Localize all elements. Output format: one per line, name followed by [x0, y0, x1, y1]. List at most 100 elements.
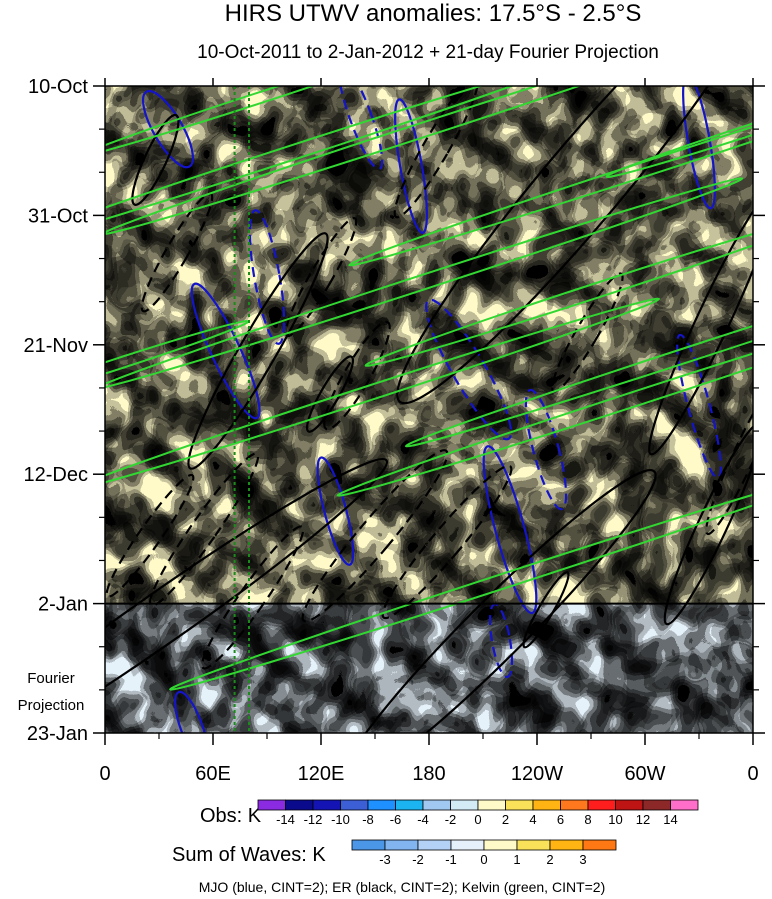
- y-axis-labels: 10-Oct 31-Oct 21-Nov 12-Dec 2-Jan 23-Jan: [24, 76, 89, 745]
- mjo-contour: [337, 86, 384, 171]
- er-contour: [648, 184, 753, 456]
- colorbar-swatch: [257, 799, 286, 811]
- colorbar-swatch: [384, 839, 419, 851]
- wave-contours: [105, 86, 753, 733]
- projection-label-line1: Fourier: [27, 670, 75, 687]
- x-tick-label: 0: [747, 763, 758, 785]
- kelvin-contour: [348, 86, 753, 267]
- er-contour: [381, 464, 513, 620]
- mjo-contour: [394, 98, 428, 234]
- colorbar-level: 10: [608, 812, 622, 827]
- mjo-contour: [482, 445, 538, 615]
- colorbar-swatch: [477, 799, 506, 811]
- er-contour: [200, 525, 305, 670]
- colorbar-swatch: [505, 799, 534, 811]
- colorbar-level: -2: [445, 812, 457, 827]
- colorbar-swatch: [450, 799, 479, 811]
- colorbar-level: -12: [304, 812, 323, 827]
- series-mjo: [141, 86, 722, 733]
- kelvin-contour: [336, 303, 753, 497]
- kelvin-contour: [105, 86, 749, 236]
- colorbar-level: 4: [529, 812, 536, 827]
- mjo-contour: [425, 298, 513, 441]
- colorbar-swatch: [367, 799, 396, 811]
- colorbar-level: 6: [557, 812, 564, 827]
- er-contour: [522, 571, 570, 649]
- colorbar-level: -1: [445, 852, 457, 867]
- er-contour: [284, 216, 358, 338]
- er-contour: [105, 457, 389, 733]
- projection-label-line2: Projection: [18, 697, 85, 714]
- colorbar-swatch: [312, 799, 341, 811]
- colorbar-level: 12: [636, 812, 650, 827]
- y-tick-label: 31-Oct: [28, 205, 88, 227]
- y-tick-label: 10-Oct: [28, 76, 88, 98]
- kelvin-contour: [364, 211, 753, 367]
- chart-subtitle: 10-Oct-2011 to 2-Jan-2012 + 21-day Fouri…: [197, 42, 659, 63]
- er-contour: [305, 355, 355, 433]
- colorbar-swatch: [422, 799, 451, 811]
- colorbar-level: -2: [412, 852, 424, 867]
- x-axis-labels: 0 60E 120E 180 120W 60W 0: [99, 763, 758, 785]
- y-tick-label: 23-Jan: [27, 723, 88, 745]
- colorbar-level: 14: [663, 812, 677, 827]
- mjo-contour: [676, 333, 722, 479]
- cool-noise-fill: [105, 86, 753, 604]
- kelvin-contour: [605, 86, 753, 179]
- colorbar-swatch: [516, 839, 551, 851]
- mjo-contour: [248, 209, 286, 345]
- er-contour: [393, 86, 479, 219]
- kelvin-contour: [169, 467, 753, 691]
- colorbar-level: 2: [546, 852, 553, 867]
- y-tick-label: 2-Jan: [38, 594, 88, 616]
- colorbar-swatch: [417, 839, 452, 851]
- mjo-contour: [174, 690, 209, 733]
- colorbar-level: -3: [379, 852, 391, 867]
- axis-ticks: [93, 78, 765, 745]
- colorbar-level: -8: [362, 812, 374, 827]
- y-tick-label: 12-Dec: [24, 464, 88, 486]
- colorbar-level: 2: [502, 812, 509, 827]
- colorbar-level: -6: [390, 812, 402, 827]
- chart-title: HIRS UTWV anomalies: 17.5°S - 2.5°S: [225, 0, 642, 27]
- colorbar-swatch: [340, 799, 369, 811]
- obs-colorbar: -14 -12 -10 -8 -6 -4 -2 0 2 4 6 8 10 12 14: [257, 799, 699, 827]
- colorbar-swatch: [587, 799, 616, 811]
- kelvin-contour: [105, 297, 661, 491]
- y-tick-label: 21-Nov: [24, 335, 88, 357]
- colorbar-level: 1: [513, 852, 520, 867]
- x-tick-label: 60E: [195, 763, 231, 785]
- anomaly-field: [105, 86, 753, 733]
- x-tick-label: 60W: [624, 763, 665, 785]
- colorbar-swatch: [351, 839, 386, 851]
- colorbar-swatch: [285, 799, 314, 811]
- colorbar-swatch: [395, 799, 424, 811]
- colorbar-swatch: [642, 799, 671, 811]
- colorbar-swatch: [532, 799, 561, 811]
- kelvin-contour: [105, 86, 571, 247]
- er-contour: [338, 468, 657, 733]
- er-contour: [663, 421, 753, 626]
- kelvin-contour: [105, 177, 744, 390]
- legend-note: MJO (blue, CINT=2); ER (black, CINT=2); …: [199, 879, 606, 895]
- colorbar-swatch: [670, 799, 699, 811]
- x-tick-label: 120E: [298, 763, 345, 785]
- waves-colorbar: -3 -2 -1 0 1 2 3: [351, 839, 617, 867]
- colorbar-swatch: [560, 799, 589, 811]
- x-tick-label: 120W: [511, 763, 563, 785]
- colorbar-level: -4: [417, 812, 429, 827]
- colorbar-level: 0: [480, 852, 487, 867]
- er-contour: [131, 113, 180, 206]
- projection-background: [105, 603, 753, 733]
- x-tick-label: 180: [412, 763, 445, 785]
- obs-colorbar-label: Obs: K: [200, 805, 262, 827]
- x-tick-label: 0: [99, 763, 110, 785]
- colorbar-level: -10: [331, 812, 350, 827]
- er-contour: [301, 449, 449, 623]
- er-contour: [705, 376, 753, 536]
- colorbar-level: 0: [474, 812, 481, 827]
- er-contour: [323, 320, 391, 431]
- series-kelvin: [105, 86, 753, 691]
- colorbar-level: 8: [584, 812, 591, 827]
